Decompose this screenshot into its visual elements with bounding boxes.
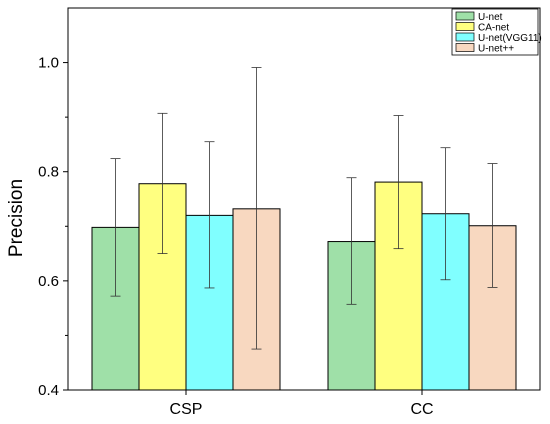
y-tick-label: 0.6 — [38, 273, 59, 290]
y-tick-label: 1.0 — [38, 55, 59, 72]
legend-label: U-net(VGG11) — [478, 33, 542, 44]
x-tick-label: CSP — [170, 401, 203, 418]
legend-swatch — [455, 22, 475, 31]
legend-swatch — [455, 32, 475, 42]
x-tick-label: CC — [410, 401, 433, 418]
axes-layer: 0.4 0.6 0.8 1.0 CSP CC — [38, 7, 541, 418]
plot-frame — [67, 7, 541, 391]
bars-layer — [91, 181, 517, 391]
y-axis-title: Precision — [6, 179, 27, 257]
y-tick-label: 0.4 — [38, 382, 59, 399]
legend-swatch — [455, 11, 475, 21]
error-bars-layer — [110, 67, 498, 350]
y-tick-label: 0.8 — [38, 164, 59, 181]
legend-label: CA-net — [478, 23, 509, 34]
legend-label: U-net++ — [478, 44, 514, 55]
legend-label: U-net — [478, 12, 503, 23]
legend-swatch — [455, 43, 475, 52]
